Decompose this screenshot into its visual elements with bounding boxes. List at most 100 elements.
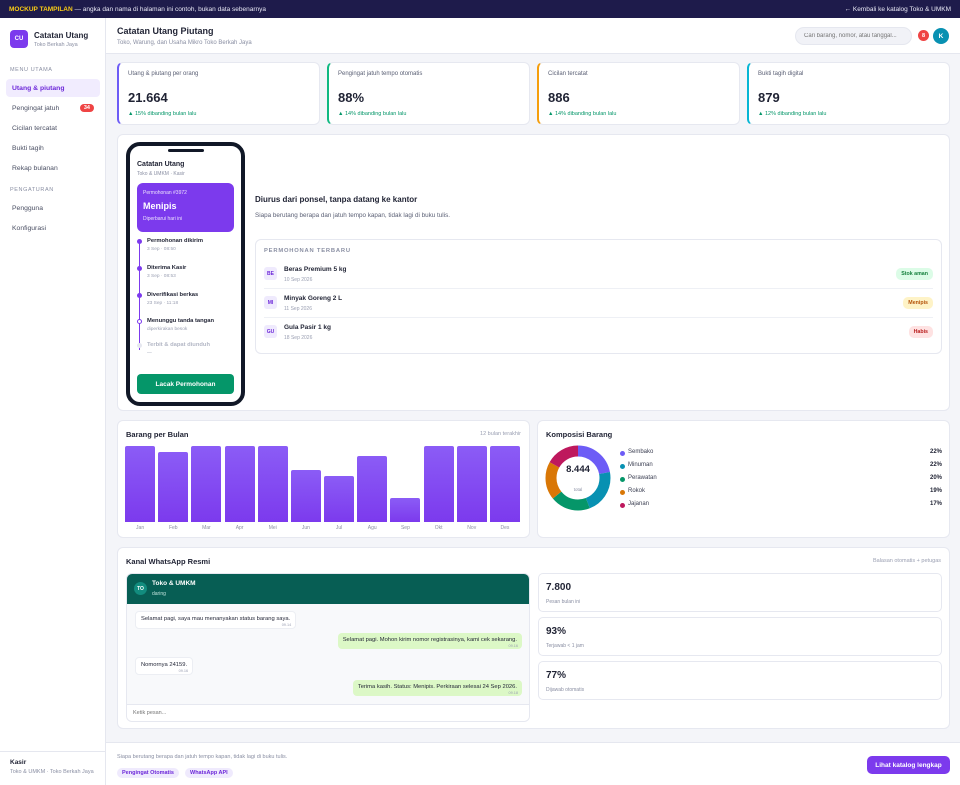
feature-chip[interactable]: WhatsApp API bbox=[185, 768, 233, 778]
whatsapp-stat-value: 77% bbox=[546, 670, 567, 681]
banner-message: — angka dan nama di halaman ini contoh, … bbox=[72, 5, 267, 13]
brand-subtitle: Toko Berkah Jaya bbox=[34, 41, 78, 48]
sidebar-item-label: Rekap bulanan bbox=[12, 164, 58, 172]
sidebar-user: Kasir Toko & UMKM · Toko Berkah Jaya bbox=[0, 751, 106, 782]
bar-jul bbox=[324, 475, 355, 522]
bar-okt bbox=[423, 446, 454, 522]
progress-timeline: Permohonan dikirim 3 Sep · 08:50 Diterima… bbox=[137, 238, 234, 366]
whatsapp-stat-label: Terjawab < 1 jam bbox=[546, 643, 584, 649]
request-status: Menipis bbox=[143, 201, 177, 211]
track-request-button[interactable]: Lacak Permohonan bbox=[137, 374, 234, 394]
message-text: Nomornya 24159. bbox=[141, 662, 188, 668]
legend-item: Jajanan 17% bbox=[620, 501, 942, 510]
step-label: Diterima Kasir bbox=[147, 265, 187, 271]
step-time: 3 Sep · 08:50 bbox=[147, 247, 176, 252]
chat-message-input[interactable] bbox=[127, 704, 529, 721]
legend-value: 20% bbox=[929, 475, 942, 481]
sidebar-item-bukti-tagih[interactable]: Bukti tagih bbox=[6, 139, 100, 157]
step-label: Terbit & dapat diunduh bbox=[147, 342, 211, 348]
stat-label: Pengingat jatuh tempo otomatis bbox=[338, 71, 423, 77]
brand-logo: CU bbox=[10, 30, 28, 48]
banner-text: MOCKUP TAMPILAN — angka dan nama di hala… bbox=[9, 6, 266, 13]
whatsapp-stat-value: 7.800 bbox=[546, 582, 572, 593]
sidebar-item-pengguna[interactable]: Pengguna bbox=[6, 199, 100, 217]
list-item[interactable]: GU Gula Pasir 1 kg 18 Sep 2026 Habis bbox=[264, 318, 933, 347]
item-date: 11 Sep 2026 bbox=[284, 306, 312, 312]
step-time: diperkirakan besok bbox=[147, 327, 188, 332]
view-catalog-button[interactable]: Lihat katalog lengkap bbox=[867, 756, 950, 774]
chat-header: TO Toko & UMKM daring bbox=[127, 574, 529, 604]
stat-trend: ▲ 12% dibanding bulan lalu bbox=[758, 111, 827, 117]
avatar[interactable]: K bbox=[933, 28, 949, 44]
sidebar-item-konfigurasi[interactable]: Konfigurasi bbox=[6, 219, 100, 237]
sidebar-item-cicilan[interactable]: Cicilan tercatat bbox=[6, 119, 100, 137]
legend-label: Rokok bbox=[628, 488, 646, 494]
search-input[interactable] bbox=[795, 27, 912, 45]
x-tick-label: Agu bbox=[367, 525, 377, 531]
sidebar-item-pengingat[interactable]: Pengingat jatuh 34 bbox=[6, 99, 100, 117]
message-time: 09.16 bbox=[178, 669, 189, 673]
whatsapp-stat: 77% Dijawab otomatis bbox=[538, 661, 942, 700]
stat-label: Bukti tagih digital bbox=[758, 71, 804, 77]
step-time: 23 Sep · 11:18 bbox=[147, 301, 179, 306]
sidebar: CU Catatan Utang Toko Berkah Jaya MENU U… bbox=[0, 18, 106, 785]
contact-name: Toko & UMKM bbox=[152, 580, 196, 587]
feature-chip[interactable]: Pengingat Otomatis bbox=[117, 768, 179, 778]
stat-card: Bukti tagih digital 879 ▲ 12% dibanding … bbox=[747, 62, 950, 125]
message-time: 09.18 bbox=[508, 691, 518, 695]
feature-panel: Catatan Utang Toko & UMKM · Kasir Permoh… bbox=[117, 134, 950, 411]
bar-mar bbox=[191, 446, 222, 522]
notification-badge[interactable]: 8 bbox=[918, 30, 929, 41]
stat-trend: ▲ 15% dibanding bulan lalu bbox=[128, 111, 197, 117]
stat-card: Utang & piutang per orang 21.664 ▲ 15% d… bbox=[117, 62, 320, 125]
timeline-dot bbox=[137, 293, 142, 298]
user-role: Kasir bbox=[10, 759, 27, 766]
list-item[interactable]: MI Minyak Goreng 2 L 11 Sep 2026 Menipis bbox=[264, 289, 933, 318]
bar-des bbox=[489, 446, 520, 522]
page-header: Catatan Utang Piutang Toko, Warung, dan … bbox=[106, 18, 960, 54]
sidebar-item-rekap[interactable]: Rekap bulanan bbox=[6, 159, 100, 177]
pie-chart-card: Komposisi Barang 8.444 total Sembako 22% M… bbox=[537, 420, 950, 538]
whatsapp-stat-label: Pesan bulan ini bbox=[546, 599, 581, 605]
request-ref: Permohonan #3972 bbox=[143, 190, 187, 196]
item-date: 10 Sep 2026 bbox=[284, 277, 313, 283]
list-item[interactable]: BE Beras Premium 5 kg 10 Sep 2026 Stok a… bbox=[264, 260, 933, 289]
x-tick-label: Jan bbox=[136, 525, 145, 531]
step-label: Diverifikasi berkas bbox=[147, 292, 199, 298]
whatsapp-stat-value: 93% bbox=[546, 626, 567, 637]
request-status-card: Permohonan #3972 Menipis Diperbarui hari… bbox=[137, 183, 234, 232]
recent-requests: PERMOHONAN TERBARU BE Beras Premium 5 kg… bbox=[255, 239, 942, 354]
bar-sep bbox=[390, 497, 421, 522]
whatsapp-panel: Kanal WhatsApp Resmi Balasan otomatis + … bbox=[117, 547, 950, 729]
sidebar-item-label: Pengingat jatuh bbox=[12, 104, 60, 112]
item-initials: GU bbox=[264, 325, 277, 338]
brand[interactable]: CU Catatan Utang Toko Berkah Jaya bbox=[10, 30, 88, 48]
x-tick-label: Feb bbox=[168, 525, 178, 531]
sidebar-item-utang-piutang[interactable]: Utang & piutang bbox=[6, 79, 100, 97]
legend-label: Perawatan bbox=[628, 475, 657, 481]
stat-card: Cicilan tercatat 886 ▲ 14% dibanding bul… bbox=[537, 62, 740, 125]
phone-notch bbox=[168, 149, 204, 152]
stat-label: Cicilan tercatat bbox=[548, 71, 588, 77]
banner-tag: MOCKUP TAMPILAN bbox=[9, 5, 73, 13]
message-text: Selamat pagi. Mohon kirim nomor registra… bbox=[342, 637, 517, 643]
whatsapp-stat: 93% Terjawab < 1 jam bbox=[538, 617, 942, 656]
bar-apr bbox=[224, 446, 255, 522]
pie-chart-title: Komposisi Barang bbox=[546, 430, 613, 439]
whatsapp-note: Balasan otomatis + petugas bbox=[872, 558, 941, 564]
sidebar-item-label: Bukti tagih bbox=[12, 144, 44, 152]
request-updated: Diperbarui hari ini bbox=[143, 216, 183, 222]
bar-nov bbox=[456, 446, 487, 522]
legend-swatch bbox=[620, 477, 625, 482]
bar-feb bbox=[158, 452, 189, 522]
legend-label: Jajanan bbox=[628, 501, 650, 507]
donut-total: 8.444 bbox=[566, 464, 590, 475]
sidebar-item-label: Cicilan tercatat bbox=[12, 124, 57, 132]
donut-chart bbox=[545, 445, 611, 511]
legend-item: Perawatan 20% bbox=[620, 475, 942, 484]
x-tick-label: Jul bbox=[335, 525, 343, 531]
feature-title: Diurus dari ponsel, tanpa datang ke kant… bbox=[255, 195, 418, 204]
slice-minuman bbox=[545, 445, 611, 511]
back-to-catalog-link[interactable]: ← Kembali ke katalog Toko & UMKM bbox=[844, 5, 951, 13]
bar-agu bbox=[357, 455, 388, 522]
